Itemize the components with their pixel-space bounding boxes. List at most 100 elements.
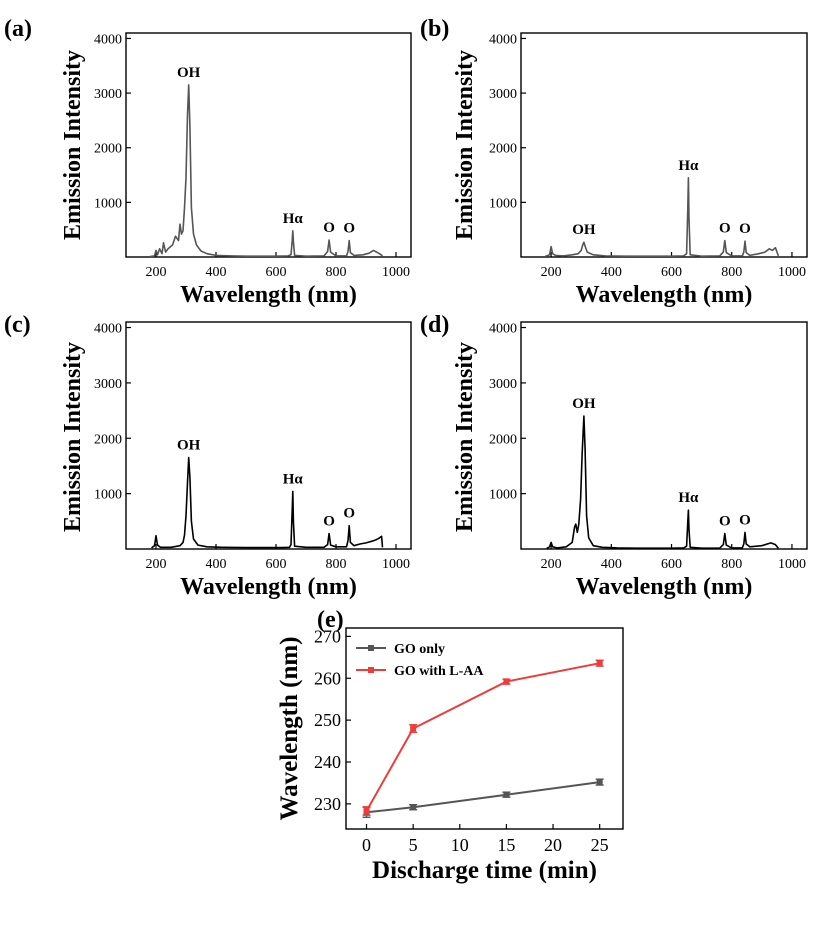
y-tick-label: 230 (314, 794, 341, 814)
plot-frame (125, 32, 412, 258)
x-tick-label: 400 (206, 265, 227, 280)
x-tick-label: 1000 (382, 265, 410, 280)
x-tick-label: 15 (497, 835, 515, 855)
legend-marker (368, 645, 374, 651)
panel-b-spectrum-chart: 200 400 600 800 1000 1000 2000 3000 4000 OH Hα O O Wa… (420, 16, 808, 308)
x-tick-label: 200 (541, 265, 562, 280)
data-point (503, 791, 510, 798)
x-tick-label: 5 (409, 835, 418, 855)
x-tick-label: 400 (601, 557, 622, 572)
peak-label-h-alpha: Hα (678, 490, 699, 506)
y-axis-title: Emission Intensity (452, 342, 478, 532)
y-tick-label: 3000 (489, 377, 517, 392)
y-axis-title: Emission Intensity (452, 50, 478, 240)
plot-frame (345, 627, 624, 830)
x-tick-label: 600 (266, 265, 287, 280)
y-tick-label: 4000 (489, 322, 517, 337)
x-tick-label: 400 (206, 557, 227, 572)
x-tick-label: 20 (544, 835, 562, 855)
data-point (363, 807, 370, 814)
peak-label-o: O (323, 220, 335, 236)
x-axis-title: Wavelength (nm) (180, 282, 357, 308)
y-tick-label: 4000 (489, 32, 517, 47)
x-tick-label: 25 (591, 835, 609, 855)
x-tick-label: 1000 (778, 557, 806, 572)
plot-frame (125, 321, 412, 550)
y-tick-label: 1000 (489, 196, 517, 211)
x-axis-title: Wavelength (nm) (576, 282, 753, 308)
x-axis-title: Discharge time (min) (372, 857, 597, 884)
peak-label-h-alpha: Hα (678, 158, 699, 174)
x-tick-label: 200 (541, 557, 562, 572)
plot-frame (520, 321, 808, 550)
peak-label-o: O (739, 221, 751, 237)
plot-frame (520, 32, 808, 258)
x-tick-label: 600 (266, 557, 287, 572)
x-tick-label: 800 (721, 557, 742, 572)
panel-e-discharge-chart: 0 5 10 15 20 25 230 240 250 260 270 GO only GO with … (276, 607, 624, 884)
x-tick-label: 1000 (382, 557, 410, 572)
peak-label-o: O (323, 513, 335, 529)
x-tick-label: 800 (721, 265, 742, 280)
legend-label: GO only (394, 642, 445, 657)
y-tick-label: 1000 (94, 488, 122, 503)
data-point (410, 725, 417, 732)
x-tick-label: 400 (601, 265, 622, 280)
x-tick-label: 200 (146, 265, 167, 280)
peak-label-h-alpha: Hα (283, 471, 304, 487)
y-tick-label: 3000 (94, 87, 122, 102)
spectrum-line (151, 456, 384, 549)
y-axis-title: Emission Intensity (60, 50, 86, 240)
y-tick-label: 250 (314, 710, 341, 730)
y-tick-label: 2000 (489, 142, 517, 157)
x-tick-label: 800 (326, 557, 347, 572)
peak-label-o: O (719, 221, 731, 237)
x-tick-label: 600 (661, 265, 682, 280)
panel-d-spectrum-chart: 200 400 600 800 1000 1000 2000 3000 4000 OH Hα O O Wa… (420, 312, 808, 600)
peak-label-o: O (343, 221, 355, 237)
y-tick-label: 2000 (94, 432, 122, 447)
y-tick-label: 4000 (94, 32, 122, 47)
peak-label-oh: OH (177, 438, 201, 454)
spectrum-line (149, 84, 383, 258)
y-tick-label: 260 (314, 668, 341, 688)
x-axis-title: Wavelength (nm) (576, 574, 753, 600)
peak-label-oh: OH (177, 65, 201, 81)
series-line (366, 781, 600, 814)
panel-label: (e) (317, 607, 344, 633)
spectrum-line (546, 415, 780, 550)
y-tick-label: 240 (314, 752, 341, 772)
x-tick-label: 0 (362, 835, 371, 855)
y-tick-label: 3000 (489, 87, 517, 102)
y-tick-label: 2000 (94, 142, 122, 157)
data-point (503, 678, 510, 685)
x-tick-label: 800 (326, 265, 347, 280)
y-tick-label: 270 (314, 626, 341, 646)
legend-marker (368, 667, 374, 673)
y-tick-label: 2000 (489, 432, 517, 447)
series-line (365, 662, 600, 812)
y-tick-label: 3000 (94, 377, 122, 392)
peak-label-h-alpha: Hα (283, 211, 304, 227)
legend-label: GO with L-AA (394, 664, 484, 679)
y-axis-title: Emission Intensity (60, 342, 86, 532)
y-tick-label: 1000 (94, 196, 122, 211)
y-tick-label: 4000 (94, 322, 122, 337)
y-axis-title: Wavelength (nm) (276, 636, 303, 820)
peak-label-oh: OH (572, 396, 596, 412)
panel-a-spectrum-chart: 200 400 600 800 1000 1000 2000 3000 4000 OH Hα O O Wa… (4, 16, 412, 308)
y-tick-label: 1000 (489, 488, 517, 503)
x-tick-label: 600 (661, 557, 682, 572)
panel-label: (a) (4, 16, 32, 42)
panel-c-spectrum-chart: 200 400 600 800 1000 1000 2000 3000 4000 OH Hα O O Wa… (4, 312, 412, 600)
peak-label-o: O (343, 506, 355, 522)
panel-label: (d) (420, 312, 449, 338)
panel-label: (c) (4, 312, 31, 338)
data-point (410, 804, 417, 811)
x-tick-label: 10 (451, 835, 469, 855)
panel-label: (b) (420, 16, 449, 42)
spectrum-line (544, 177, 780, 258)
x-axis-title: Wavelength (nm) (180, 574, 357, 600)
x-tick-label: 1000 (778, 265, 806, 280)
